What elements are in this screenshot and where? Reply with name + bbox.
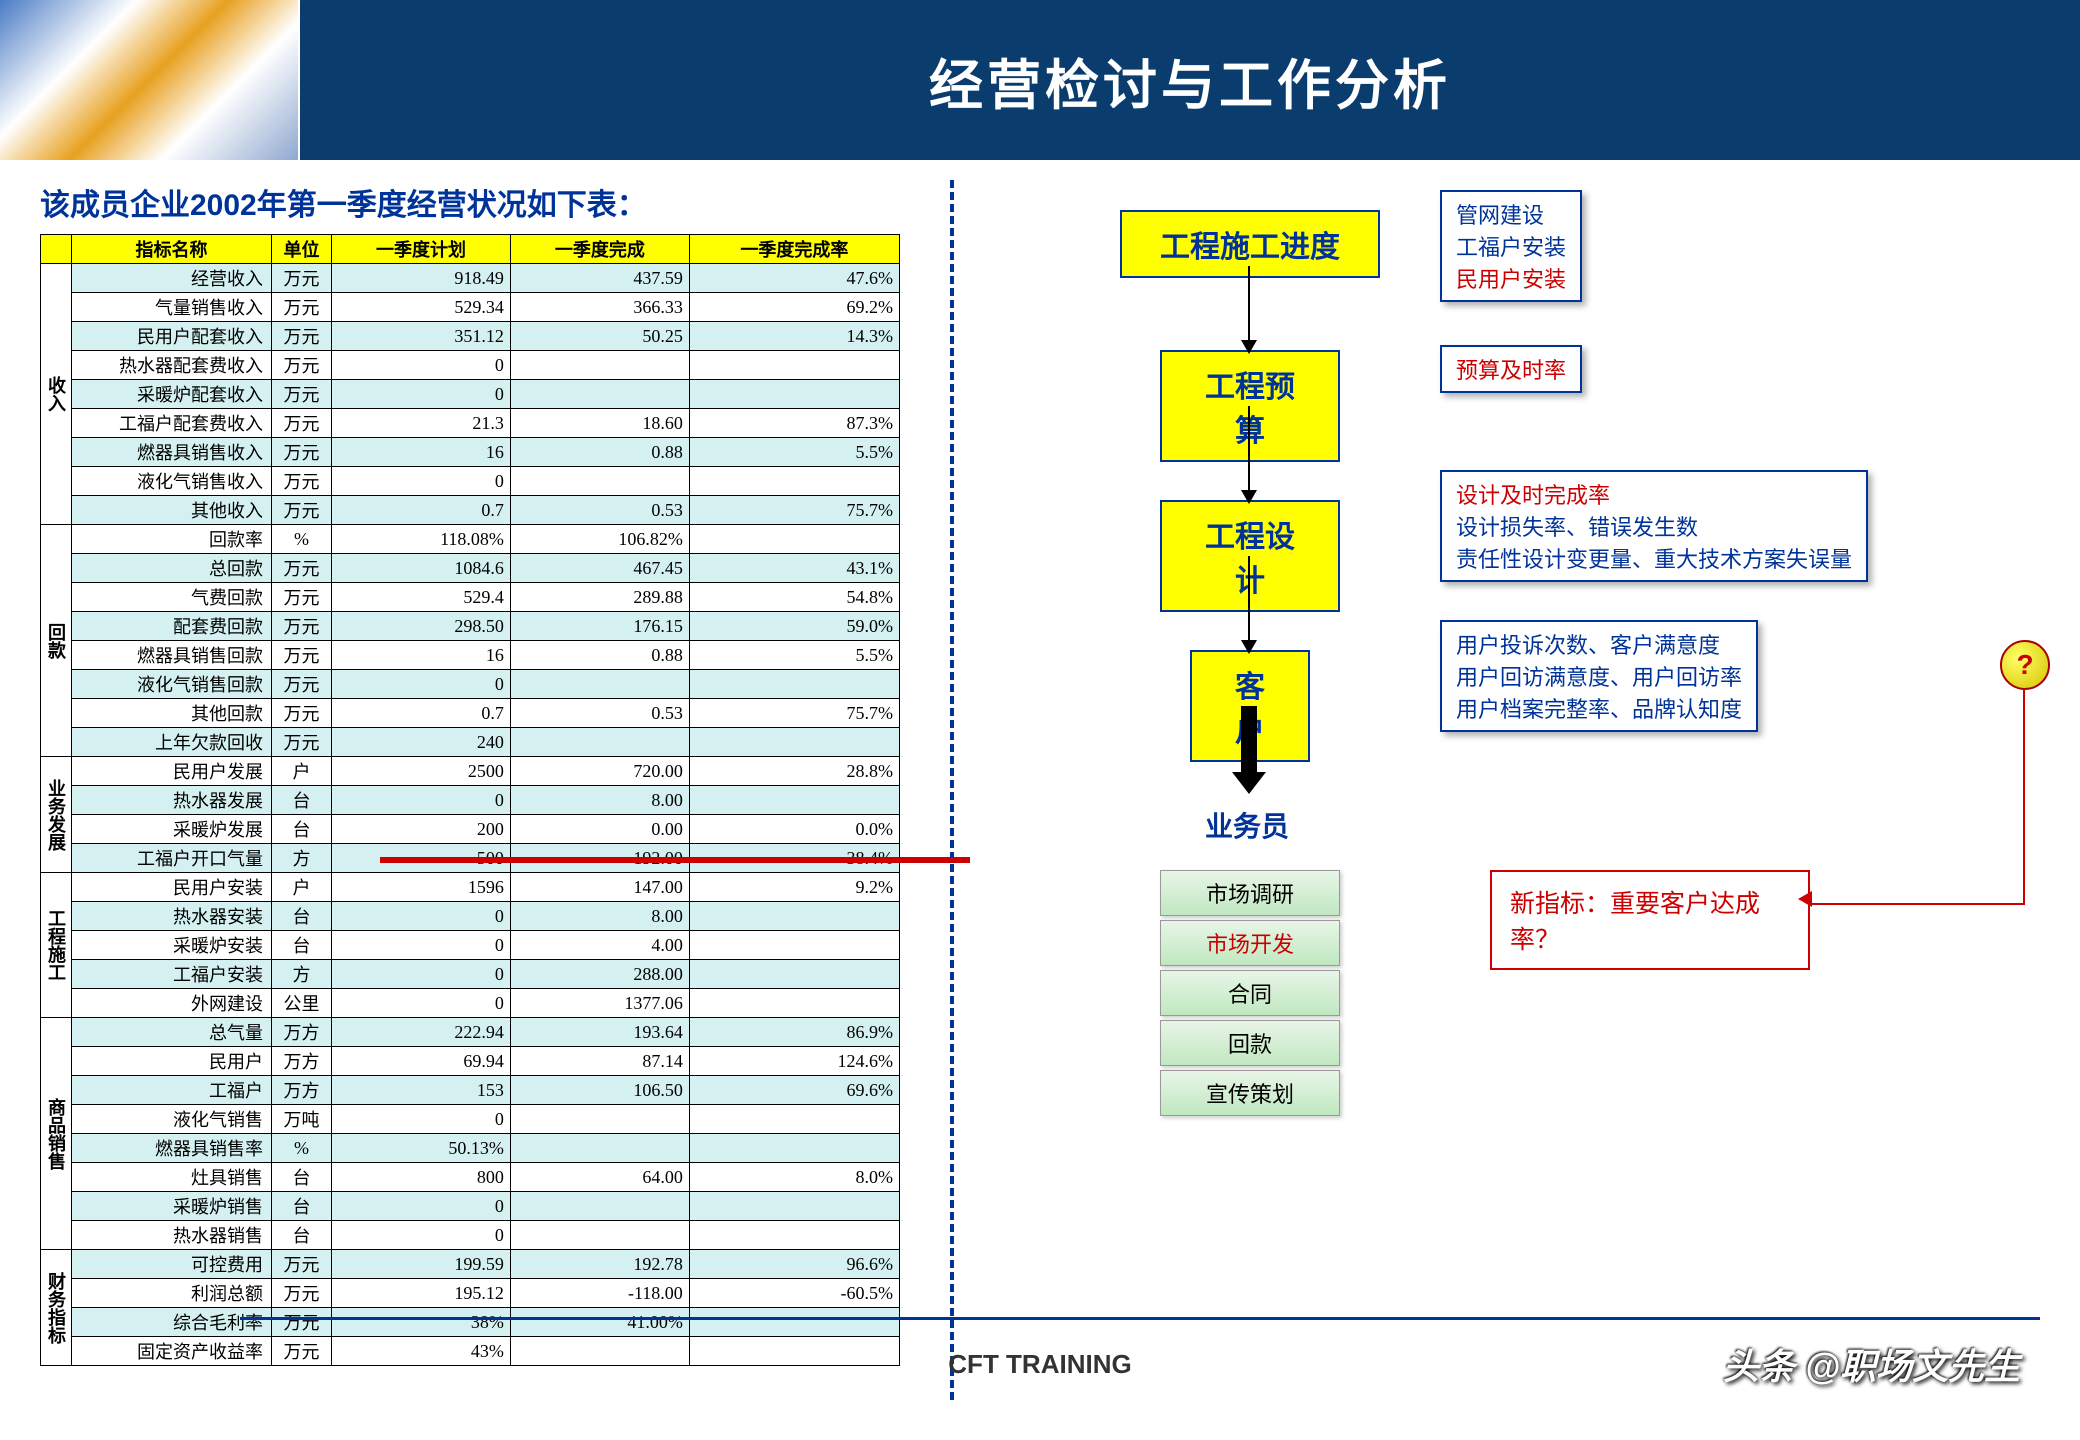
table-row: 采暖炉安装台04.00: [41, 931, 900, 960]
footer-line: [240, 1317, 2040, 1320]
table-row: 液化气销售回款万元0: [41, 670, 900, 699]
table-row: 气费回款万元529.4289.8854.8%: [41, 583, 900, 612]
table-row: 财务指标可控费用万元199.59192.7896.6%: [41, 1250, 900, 1279]
green-box: 合同: [1160, 970, 1340, 1016]
table-row: 民用户万方69.9487.14124.6%: [41, 1047, 900, 1076]
table-row: 工福户安装方0288.00: [41, 960, 900, 989]
table-row: 采暖炉配套收入万元0: [41, 380, 900, 409]
table-row: 燃器具销售回款万元160.885.5%: [41, 641, 900, 670]
table-header: 指标名称: [72, 235, 272, 264]
arrow-down-icon: [1248, 556, 1250, 646]
arrow-down-icon: [1248, 406, 1250, 496]
subtitle: 该成员企业2002年第一季度经营状况如下表：: [40, 180, 900, 224]
category-cell: 收入: [41, 264, 72, 525]
table-row: 燃器具销售收入万元160.885.5%: [41, 438, 900, 467]
category-cell: 业务发展: [41, 757, 72, 873]
green-box: 市场调研: [1160, 870, 1340, 916]
table-row: 液化气销售收入万元0: [41, 467, 900, 496]
table-header: 单位: [272, 235, 332, 264]
info-box: 设计及时完成率设计损失率、错误发生数责任性设计变更量、重大技术方案失误量: [1440, 470, 1868, 582]
table-row: 热水器销售台0: [41, 1221, 900, 1250]
green-box: 回款: [1160, 1020, 1340, 1066]
table-row: 液化气销售万吨0: [41, 1105, 900, 1134]
table-header: 一季度完成: [510, 235, 689, 264]
table-row: 热水器发展台08.00: [41, 786, 900, 815]
green-box: 市场开发: [1160, 920, 1340, 966]
table-row: 收入经营收入万元918.49437.5947.6%: [41, 264, 900, 293]
header-image: [0, 0, 300, 160]
thick-arrow-icon: [1241, 706, 1257, 776]
table-row: 灶具销售台80064.008.0%: [41, 1163, 900, 1192]
table-row: 热水器配套费收入万元0: [41, 351, 900, 380]
table-row: 燃器具销售率%50.13%: [41, 1134, 900, 1163]
category-cell: 商品销售: [41, 1018, 72, 1250]
header-bar: 经营检讨与工作分析: [0, 0, 2080, 160]
salesperson-label: 业务员: [1205, 805, 1289, 845]
table-row: 热水器安装台08.00: [41, 902, 900, 931]
red-highlight-line: [380, 857, 970, 863]
table-row: 利润总额万元195.12-118.00-60.5%: [41, 1279, 900, 1308]
info-box: 预算及时率: [1440, 345, 1582, 393]
category-cell: 回款: [41, 525, 72, 757]
table-row: 采暖炉销售台0: [41, 1192, 900, 1221]
arrow-down-icon: [1248, 266, 1250, 346]
info-box: 管网建设工福户安装民用户安装: [1440, 190, 1582, 302]
new-indicator-box: 新指标：重要客户达成率？: [1490, 870, 1810, 970]
flow-box: 工程设计: [1160, 500, 1340, 612]
header-title: 经营检讨与工作分析: [300, 41, 2080, 120]
watermark: 头条 @职场文先生: [1723, 1338, 2020, 1390]
table-row: 采暖炉发展台2000.000.0%: [41, 815, 900, 844]
table-row: 民用户配套收入万元351.1250.2514.3%: [41, 322, 900, 351]
table-header: 一季度计划: [332, 235, 511, 264]
green-box: 宣传策划: [1160, 1070, 1340, 1116]
table-header: 一季度完成率: [689, 235, 899, 264]
table-row: 工福户配套费收入万元21.318.6087.3%: [41, 409, 900, 438]
category-cell: 工程施工: [41, 873, 72, 1018]
table-row: 其他回款万元0.70.5375.7%: [41, 699, 900, 728]
table-row: 综合毛利率万元38%41.00%: [41, 1308, 900, 1337]
question-circle-icon: ?: [2000, 640, 2050, 690]
table-row: 工福户万方153106.5069.6%: [41, 1076, 900, 1105]
table-row: 气量销售收入万元529.34366.3369.2%: [41, 293, 900, 322]
table-row: 上年欠款回收万元240: [41, 728, 900, 757]
table-row: 其他收入万元0.70.5375.7%: [41, 496, 900, 525]
flowchart-area: 工程施工进度工程预算工程设计客户管网建设工福户安装民用户安装预算及时率设计及时完…: [900, 180, 2000, 1366]
flow-box: 工程预算: [1160, 350, 1340, 462]
flow-box: 工程施工进度: [1120, 210, 1380, 278]
data-table: 指标名称单位一季度计划一季度完成一季度完成率 收入经营收入万元918.49437…: [40, 234, 900, 1366]
info-box: 用户投诉次数、客户满意度用户回访满意度、用户回访率用户档案完整率、品牌认知度: [1440, 620, 1758, 732]
table-row: 业务发展民用户发展户2500720.0028.8%: [41, 757, 900, 786]
table-row: 总回款万元1084.6467.4543.1%: [41, 554, 900, 583]
table-row: 外网建设公里01377.06: [41, 989, 900, 1018]
table-row: 工程施工民用户安装户1596147.009.2%: [41, 873, 900, 902]
table-row: 商品销售总气量万方222.94193.6486.9%: [41, 1018, 900, 1047]
table-row: 配套费回款万元298.50176.1559.0%: [41, 612, 900, 641]
table-row: 回款回款率%118.08%106.82%: [41, 525, 900, 554]
red-connector-line: [1810, 690, 2025, 905]
